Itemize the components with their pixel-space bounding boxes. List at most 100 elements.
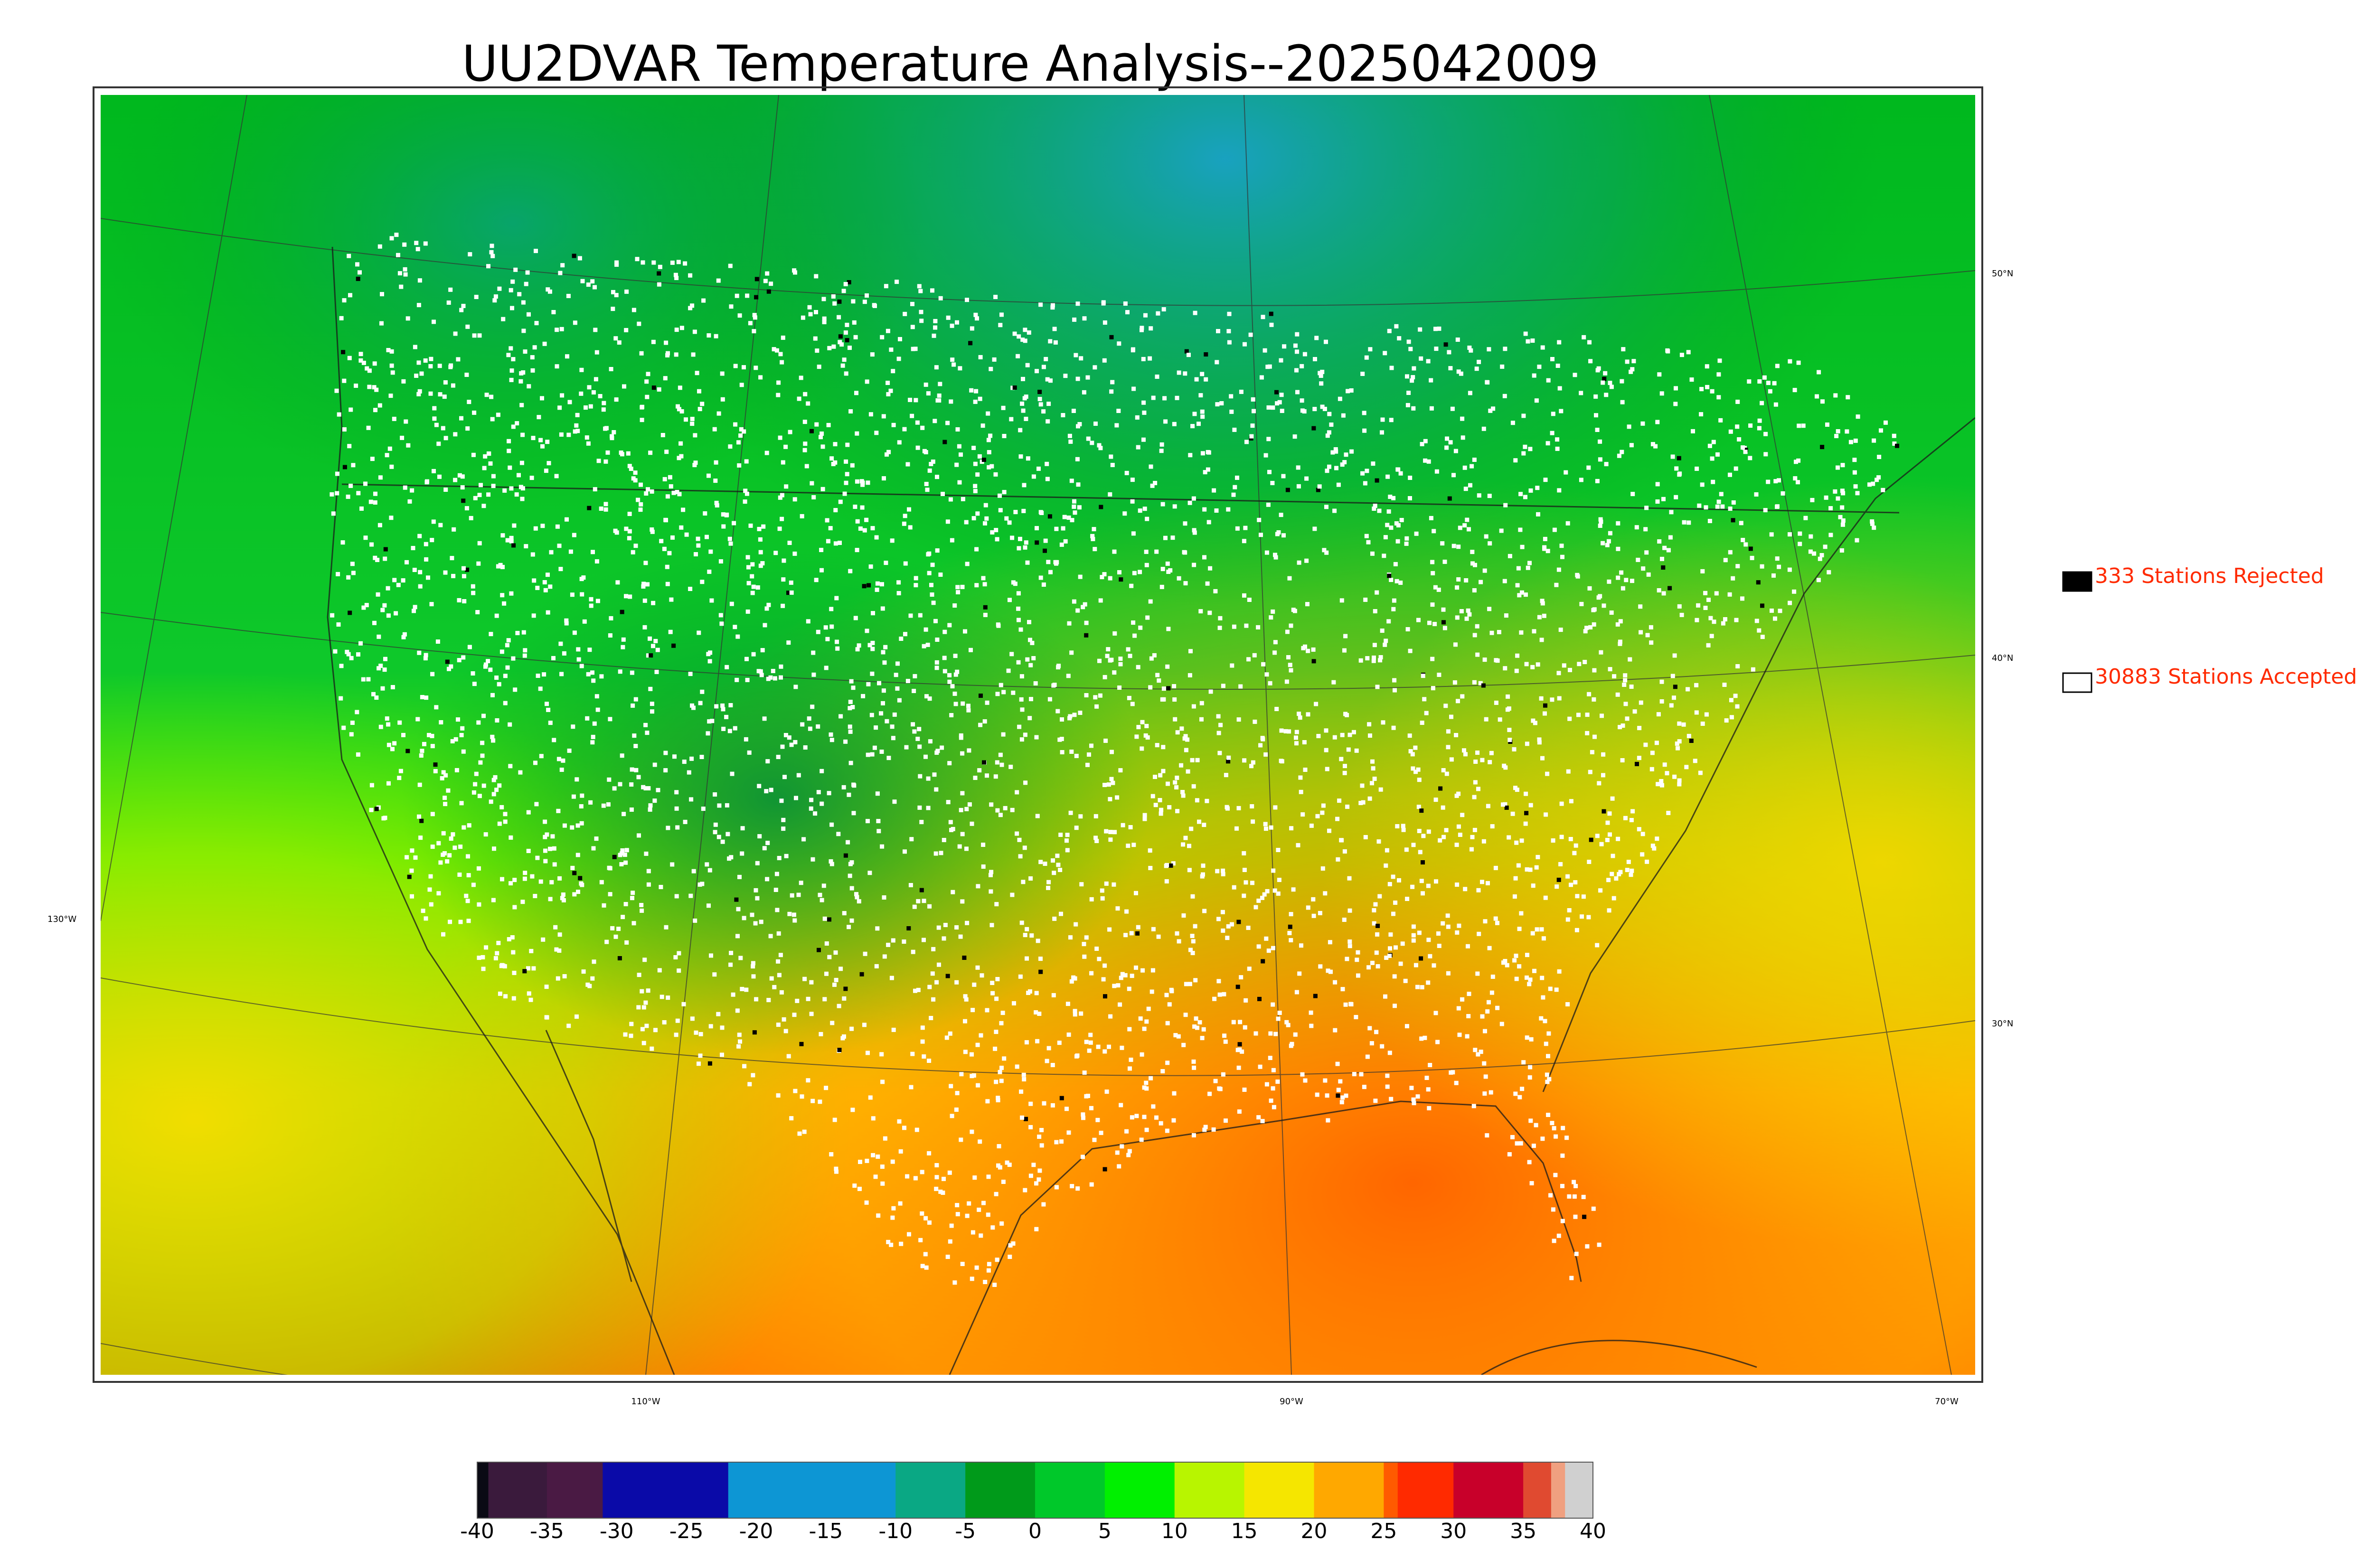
station-marker	[666, 826, 670, 830]
station-marker	[690, 417, 695, 421]
station-marker	[1699, 412, 1704, 417]
station-marker	[1124, 1129, 1129, 1134]
station-marker	[952, 1280, 957, 1285]
station-marker	[633, 470, 638, 475]
station-marker	[1184, 982, 1188, 986]
station-marker	[1771, 573, 1776, 578]
station-marker	[631, 921, 636, 926]
station-marker	[799, 881, 803, 885]
station-marker	[526, 966, 530, 971]
station-marker	[1155, 673, 1160, 677]
station-marker	[1288, 924, 1292, 929]
station-marker	[1242, 539, 1246, 544]
station-marker	[1202, 823, 1206, 827]
station-marker	[1598, 439, 1602, 444]
station-marker	[1130, 974, 1134, 978]
station-marker	[679, 326, 684, 330]
station-marker	[1134, 1114, 1139, 1118]
station-marker	[1264, 1082, 1269, 1087]
station-marker	[1524, 811, 1529, 816]
station-marker	[1384, 638, 1388, 643]
station-marker	[422, 742, 426, 746]
station-marker	[945, 519, 950, 524]
station-marker	[386, 722, 391, 727]
station-marker	[543, 835, 547, 839]
station-marker	[1123, 301, 1128, 306]
station-marker	[1065, 838, 1069, 843]
station-marker	[570, 865, 575, 870]
station-marker	[363, 535, 368, 540]
station-marker	[1564, 470, 1568, 475]
station-marker	[708, 549, 713, 554]
station-marker	[1385, 1073, 1390, 1078]
station-marker	[1244, 880, 1248, 885]
station-marker	[1115, 1150, 1120, 1155]
station-marker	[911, 949, 915, 954]
station-marker	[1164, 879, 1169, 883]
station-marker	[995, 1258, 999, 1262]
station-marker	[929, 462, 933, 466]
station-marker	[386, 613, 391, 618]
station-marker	[1075, 457, 1080, 461]
station-marker	[881, 688, 886, 693]
station-marker	[1117, 570, 1121, 574]
station-marker	[1507, 554, 1512, 558]
station-marker	[595, 599, 600, 603]
station-marker	[1495, 658, 1500, 663]
station-marker	[526, 810, 531, 815]
station-marker	[674, 806, 679, 811]
station-marker	[1532, 629, 1536, 634]
station-marker	[396, 253, 400, 257]
station-marker	[1560, 1183, 1564, 1188]
station-marker	[1596, 595, 1601, 600]
station-marker	[423, 656, 428, 661]
station-marker	[1416, 767, 1421, 772]
station-marker	[1841, 518, 1846, 523]
station-marker	[736, 440, 741, 445]
station-marker	[1019, 920, 1024, 925]
station-marker	[874, 725, 878, 730]
station-marker	[725, 803, 729, 807]
station-marker	[940, 745, 944, 750]
station-marker	[1136, 725, 1141, 730]
station-marker	[1332, 508, 1337, 513]
station-marker	[1309, 1023, 1314, 1028]
station-marker	[958, 366, 962, 371]
station-marker	[699, 755, 704, 759]
station-marker	[891, 938, 895, 943]
station-marker	[349, 483, 353, 488]
station-marker	[1775, 505, 1780, 509]
station-marker	[1510, 1135, 1515, 1139]
station-marker	[985, 1008, 989, 1013]
station-marker	[1134, 891, 1138, 895]
station-marker	[621, 637, 626, 642]
station-marker	[560, 896, 565, 901]
station-marker	[773, 888, 778, 892]
station-marker	[942, 656, 947, 660]
station-marker	[552, 738, 556, 742]
station-marker	[603, 502, 608, 507]
station-marker	[1399, 518, 1404, 522]
station-marker	[1038, 575, 1043, 580]
station-marker	[1419, 879, 1424, 883]
station-marker	[917, 805, 922, 810]
station-marker	[1330, 450, 1335, 455]
station-marker	[1174, 785, 1179, 789]
station-marker	[1560, 1219, 1565, 1223]
station-marker	[1024, 1117, 1028, 1121]
station-marker	[466, 854, 470, 859]
station-marker	[1716, 372, 1721, 377]
station-marker	[1037, 1135, 1042, 1139]
station-marker	[1481, 426, 1486, 431]
station-marker	[1599, 519, 1603, 524]
station-marker	[1637, 756, 1641, 761]
station-marker	[1342, 918, 1347, 922]
station-marker	[1242, 758, 1247, 763]
station-marker	[1266, 437, 1271, 441]
station-marker	[1101, 977, 1106, 982]
station-marker	[1624, 578, 1629, 582]
station-marker	[691, 705, 696, 710]
station-marker	[816, 629, 820, 634]
station-marker	[366, 425, 371, 430]
station-marker	[1165, 664, 1170, 669]
